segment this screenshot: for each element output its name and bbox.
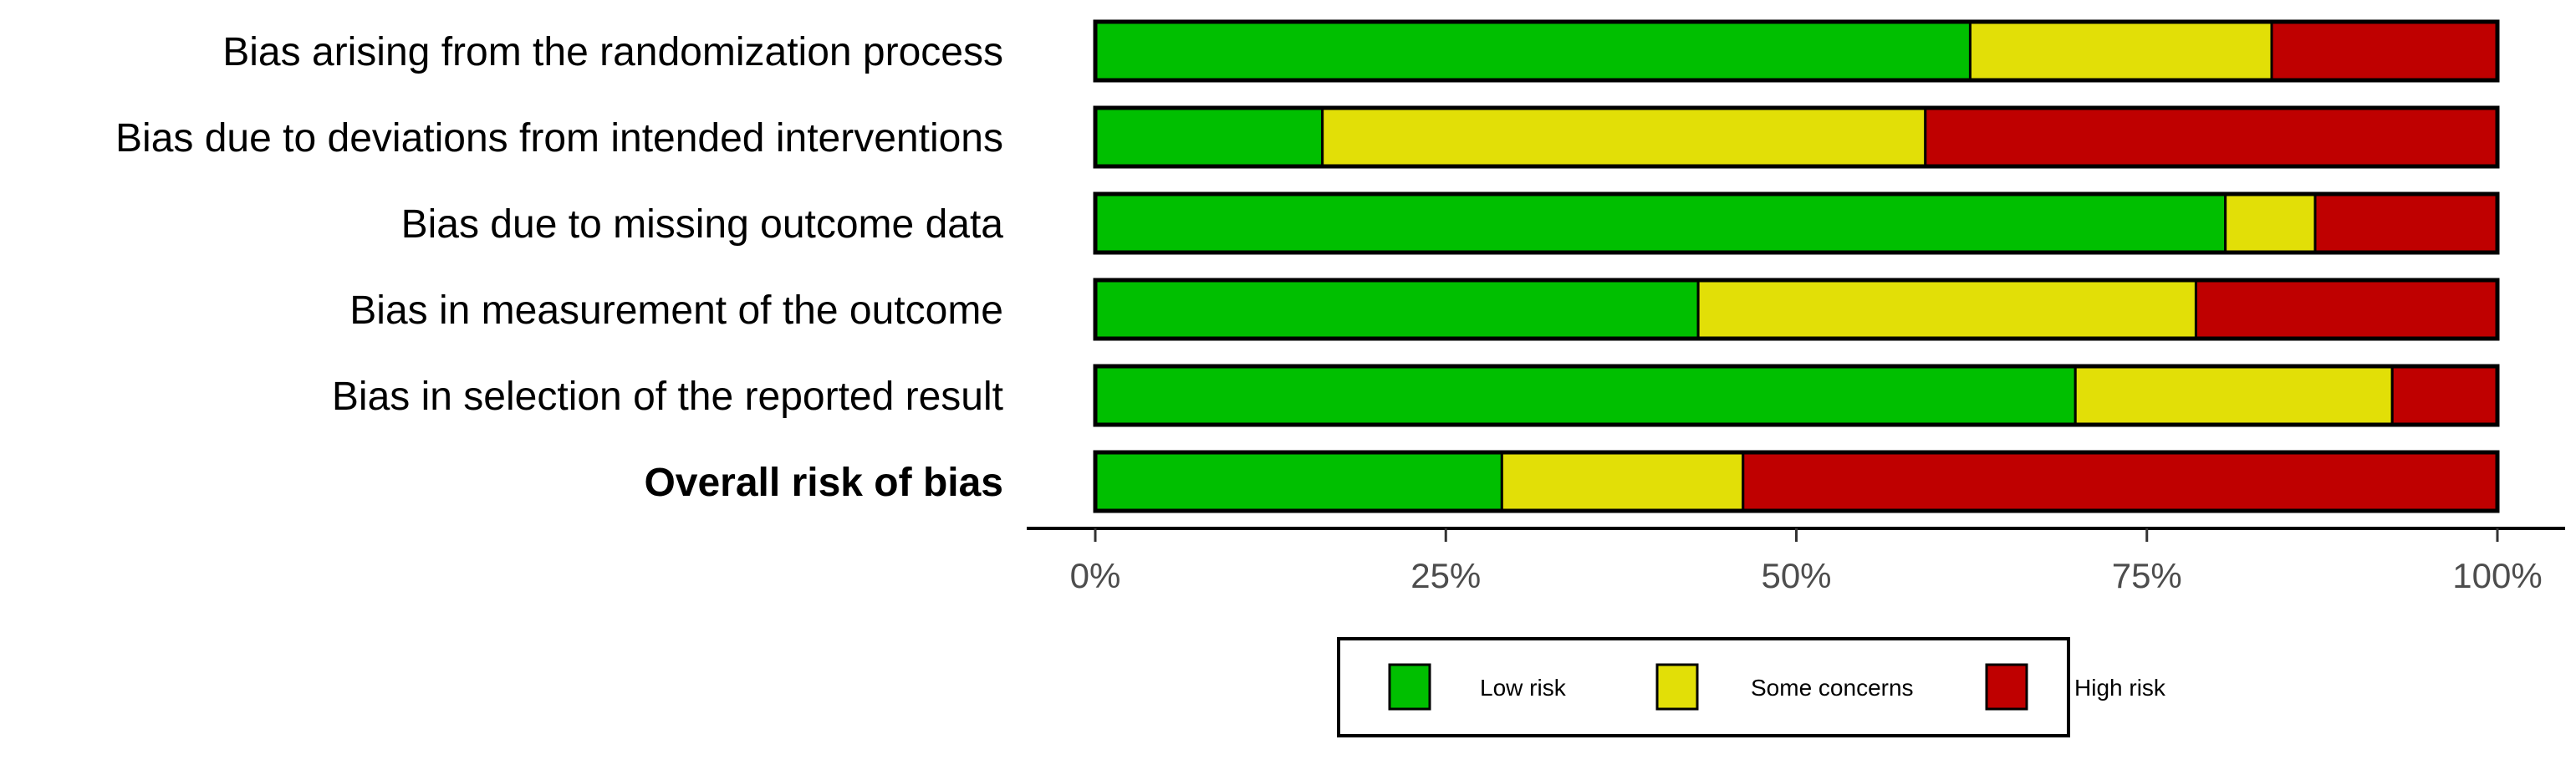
- category-label: Overall risk of bias: [644, 461, 1003, 505]
- x-tick-label: 100%: [2452, 556, 2542, 595]
- category-label: Bias arising from the randomization proc…: [222, 30, 1003, 74]
- x-tick-label: 0%: [1070, 556, 1121, 595]
- bar-row-bias-due-to-deviations-from-intended-interventions: [1093, 105, 2500, 169]
- bar-row-overall-risk-of-bias: [1093, 450, 2500, 513]
- bar-segment-low-risk: [1094, 192, 2227, 254]
- bar-segment-high-risk: [2390, 365, 2499, 426]
- bar-segment-high-risk: [1742, 451, 2499, 513]
- bar-row-bias-in-selection-of-the-reported-result: [1093, 364, 2500, 427]
- x-tick-label: 50%: [1761, 556, 1831, 595]
- x-tick-label: 25%: [1410, 556, 1481, 595]
- bar-segment-high-risk: [2313, 192, 2499, 254]
- bar-outline: [1093, 191, 2500, 255]
- bar-segment-some-concerns: [2224, 192, 2317, 254]
- bar-segment-low-risk: [1094, 365, 2077, 426]
- bar-segment-some-concerns: [2074, 365, 2394, 426]
- legend-item-some-concerns: Some concerns: [1655, 663, 1914, 711]
- stacked-bars: [1093, 19, 2500, 513]
- bar-segment-some-concerns: [1696, 278, 2197, 340]
- legend-label: Low risk: [1480, 675, 1567, 701]
- category-label: Bias in measurement of the outcome: [349, 288, 1003, 333]
- bar-outline: [1093, 450, 2500, 513]
- bar-outline: [1093, 278, 2500, 341]
- bar-segment-low-risk: [1094, 278, 1700, 340]
- bar-segment-low-risk: [1094, 106, 1324, 168]
- legend-item-high-risk: High risk: [1985, 663, 2166, 711]
- legend: Low risk Some concerns High risk: [1337, 637, 2166, 737]
- legend-box: [1337, 637, 2070, 737]
- category-label: Bias due to deviations from intended int…: [115, 116, 1003, 161]
- bar-segment-high-risk: [2194, 278, 2499, 340]
- legend-label: Some concerns: [1751, 675, 1914, 701]
- bar-segment-some-concerns: [1968, 20, 2273, 82]
- bar-outline: [1093, 364, 2500, 427]
- bar-row-bias-arising-from-the-randomization-process: [1093, 19, 2500, 83]
- bar-segment-low-risk: [1094, 451, 1503, 513]
- legend-item-low-risk: Low risk: [1388, 663, 1567, 711]
- legend-swatch: [1655, 663, 1699, 711]
- bar-segment-high-risk: [2270, 20, 2499, 82]
- bar-segment-some-concerns: [1500, 451, 1745, 513]
- bar-segment-low-risk: [1094, 20, 1972, 82]
- bar-segment-high-risk: [1924, 106, 2499, 168]
- legend-swatch: [1985, 663, 2028, 711]
- x-axis: 0% 25% 50% 75% 100%: [1027, 527, 2565, 595]
- x-tick-label: 75%: [2112, 556, 2182, 595]
- domain-labels: Bias arising from the randomization proc…: [115, 30, 1003, 505]
- bar-outline: [1093, 105, 2500, 169]
- legend-swatch: [1388, 663, 1431, 711]
- bar-segment-some-concerns: [1321, 106, 1927, 168]
- bar-outline: [1093, 19, 2500, 83]
- category-label: Bias due to missing outcome data: [401, 202, 1004, 247]
- bar-row-bias-due-to-missing-outcome-data: [1093, 191, 2500, 255]
- category-label: Bias in selection of the reported result: [332, 375, 1003, 419]
- bar-row-bias-in-measurement-of-the-outcome: [1093, 278, 2500, 341]
- legend-label: High risk: [2074, 675, 2166, 701]
